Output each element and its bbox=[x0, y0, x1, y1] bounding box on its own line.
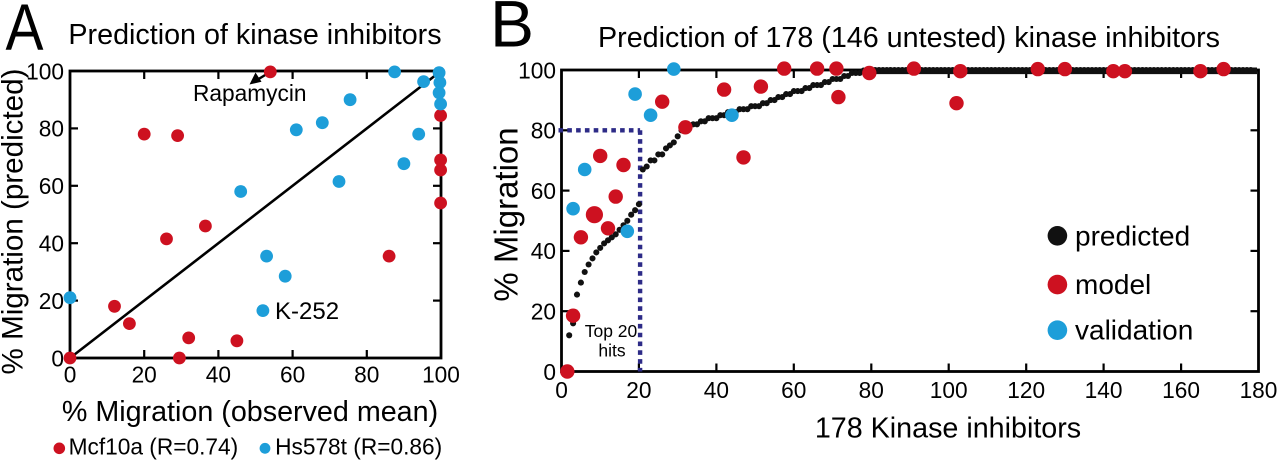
svg-text:100: 100 bbox=[930, 377, 968, 403]
svg-text:Top 20: Top 20 bbox=[585, 321, 638, 341]
svg-text:B: B bbox=[490, 0, 534, 61]
svg-text:60: 60 bbox=[531, 178, 556, 204]
svg-text:20: 20 bbox=[531, 299, 556, 325]
svg-text:80: 80 bbox=[859, 377, 884, 403]
svg-text:validation: validation bbox=[1075, 315, 1193, 346]
svg-text:40: 40 bbox=[531, 238, 556, 264]
svg-text:80: 80 bbox=[354, 362, 379, 388]
svg-text:A: A bbox=[6, 0, 44, 64]
svg-text:K-252: K-252 bbox=[275, 298, 339, 325]
svg-text:Prediction of kinase inhibitor: Prediction of kinase inhibitors bbox=[68, 19, 441, 51]
svg-text:120: 120 bbox=[1007, 377, 1045, 403]
svg-text:180: 180 bbox=[1240, 377, 1278, 403]
svg-text:Prediction of 178 (146 unteste: Prediction of 178 (146 untested) kinase … bbox=[598, 22, 1220, 54]
svg-text:60: 60 bbox=[781, 377, 806, 403]
svg-text:160: 160 bbox=[1162, 377, 1200, 403]
svg-text:% Migration (observed mean): % Migration (observed mean) bbox=[62, 396, 438, 428]
svg-text:40: 40 bbox=[704, 377, 729, 403]
svg-text:20: 20 bbox=[626, 377, 651, 403]
svg-text:20: 20 bbox=[132, 362, 157, 388]
svg-text:100: 100 bbox=[422, 362, 460, 388]
svg-text:100: 100 bbox=[26, 58, 64, 84]
svg-text:40: 40 bbox=[206, 362, 231, 388]
svg-text:% Migration (predicted): % Migration (predicted) bbox=[0, 69, 30, 375]
svg-text:0: 0 bbox=[543, 359, 556, 385]
svg-text:0: 0 bbox=[555, 377, 568, 403]
svg-text:Mcf10a (R=0.74): Mcf10a (R=0.74) bbox=[69, 433, 239, 459]
svg-text:60: 60 bbox=[280, 362, 305, 388]
svg-text:Hs578t (R=0.86): Hs578t (R=0.86) bbox=[275, 433, 442, 459]
svg-text:model: model bbox=[1075, 269, 1151, 300]
svg-text:140: 140 bbox=[1085, 377, 1123, 403]
svg-text:100: 100 bbox=[518, 57, 556, 83]
svg-text:Rapamycin: Rapamycin bbox=[193, 80, 306, 106]
svg-text:80: 80 bbox=[39, 116, 64, 142]
svg-text:178 Kinase inhibitors: 178 Kinase inhibitors bbox=[815, 413, 1081, 445]
svg-text:0: 0 bbox=[51, 345, 64, 371]
svg-text:0: 0 bbox=[64, 362, 77, 388]
svg-text:predicted: predicted bbox=[1075, 220, 1190, 251]
svg-text:60: 60 bbox=[39, 173, 64, 199]
svg-text:hits: hits bbox=[598, 341, 625, 361]
svg-text:80: 80 bbox=[531, 118, 556, 144]
svg-text:40: 40 bbox=[39, 231, 64, 257]
svg-text:20: 20 bbox=[39, 288, 64, 314]
svg-text:% Migration: % Migration bbox=[488, 127, 525, 301]
